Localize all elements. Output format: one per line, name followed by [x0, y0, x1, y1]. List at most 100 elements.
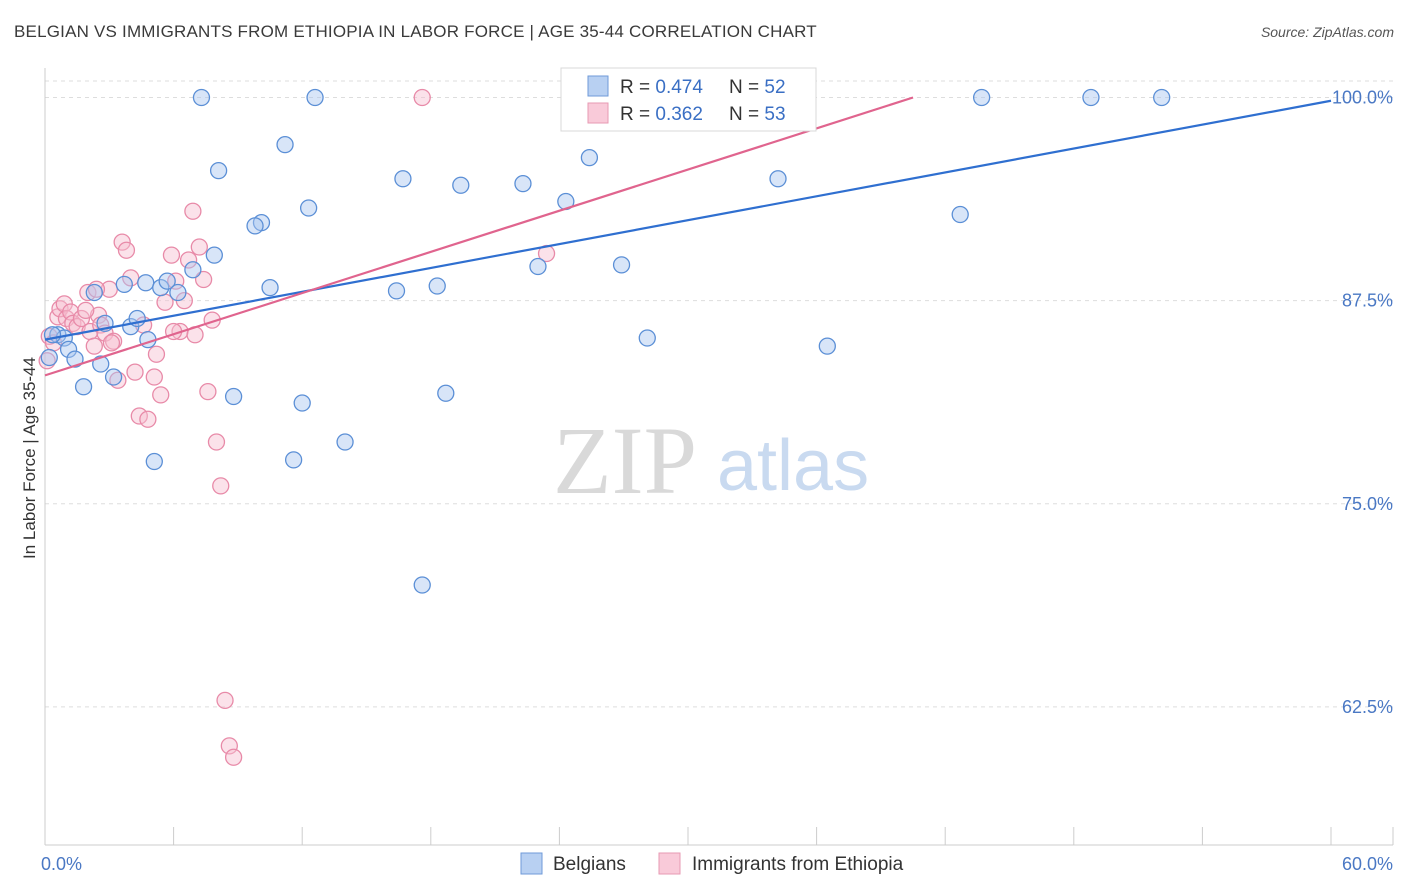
bottom-legend-swatch-belgians — [520, 852, 543, 875]
ethiopia-point-50 — [102, 334, 121, 352]
belgians-point-17 — [158, 272, 176, 290]
belgians-point-48 — [972, 88, 991, 107]
ethiopia-point-37 — [190, 238, 208, 256]
trend-lines — [44, 96, 1332, 377]
series-belgians — [40, 88, 1171, 594]
y-tick-label-0: 62.5% — [1342, 697, 1393, 717]
legend-r-label-pink: R = 0.362 — [620, 104, 703, 125]
bottom-legend-swatch-ethiopia — [658, 852, 681, 875]
ethiopia-point-42 — [212, 477, 230, 495]
belgians-point-50 — [1153, 88, 1171, 107]
ethiopia-point-39 — [199, 382, 217, 401]
belgians-point-44 — [638, 329, 656, 347]
belgians-point-3 — [59, 340, 78, 359]
legend-n-value-blue: 52 — [764, 77, 785, 98]
belgians-point-46 — [818, 337, 836, 355]
ethiopia-point-43 — [216, 691, 234, 710]
belgians-point-20 — [192, 88, 211, 107]
belgians-point-32 — [306, 88, 324, 107]
ethiopia-point-48 — [77, 301, 95, 320]
belgians-point-35 — [413, 576, 431, 594]
source-label: Source: ZipAtlas.com — [1260, 24, 1394, 40]
series-legend: Belgians Immigrants from Ethiopia — [520, 852, 904, 875]
belgians-point-10 — [115, 275, 133, 294]
ethiopia-point-28 — [152, 386, 170, 404]
belgians-point-13 — [137, 274, 155, 292]
legend-r-label-blue: R = 0.474 — [620, 77, 703, 98]
ethiopia-point-23 — [126, 363, 144, 381]
legend-r-value-blue: 0.474 — [655, 77, 703, 98]
belgians-point-37 — [437, 384, 455, 402]
ethiopia-point-26 — [145, 368, 163, 386]
belgians-point-28 — [284, 451, 303, 469]
ethiopia-point-21 — [117, 241, 136, 259]
belgians-point-49 — [1082, 88, 1100, 107]
belgians-point-26 — [261, 278, 279, 297]
x-tick-label-0: 0.0% — [41, 854, 82, 874]
belgians-point-38 — [452, 176, 470, 194]
ethiopia-point-10 — [72, 309, 91, 328]
ethiopia-point-41 — [207, 433, 226, 451]
chart-title: BELGIAN VS IMMIGRANTS FROM ETHIOPIA IN L… — [14, 22, 817, 41]
y-tick-label-3: 100.0% — [1332, 88, 1393, 108]
ethiopia-point-27 — [147, 345, 166, 363]
ethiopia-point-13 — [85, 337, 103, 355]
legend-n-label-blue: N = 52 — [729, 77, 786, 98]
ethiopia-point-45 — [224, 748, 243, 766]
trend-line-ethiopia — [44, 96, 914, 377]
belgians-point-0 — [40, 348, 58, 367]
y-tick-label-2: 87.5% — [1342, 291, 1393, 311]
belgians-point-6 — [85, 283, 103, 302]
belgians-point-36 — [428, 277, 446, 295]
belgians-point-43 — [612, 256, 631, 274]
grid-lines — [45, 80, 1393, 708]
belgians-point-42 — [580, 148, 599, 167]
legend-swatch-blue — [587, 75, 609, 97]
belgians-point-30 — [299, 199, 318, 217]
ethiopia-point-34 — [179, 251, 198, 269]
trend-line-belgians — [44, 99, 1332, 341]
belgians-point-7 — [92, 355, 110, 373]
ethiopia-point-30 — [162, 246, 181, 264]
watermark-zip: ZIP — [553, 407, 697, 514]
belgians-point-31 — [336, 433, 354, 451]
belgians-point-29 — [293, 394, 311, 412]
belgians-point-21 — [205, 246, 223, 264]
y-tick-labels: 62.5% 75.0% 87.5% 100.0% — [1332, 88, 1393, 717]
ethiopia-point-46 — [413, 88, 431, 107]
ethiopia-point-38 — [194, 270, 213, 289]
belgians-point-27 — [276, 135, 294, 154]
belgians-point-39 — [514, 174, 532, 193]
belgians-point-19 — [184, 261, 202, 279]
x-tick-label-1: 60.0% — [1342, 854, 1393, 874]
x-tick-labels: 0.0% 60.0% — [41, 854, 1393, 874]
legend-n-value-pink: 53 — [764, 104, 785, 125]
legend-n-label-pink: N = 53 — [729, 104, 786, 125]
ethiopia-point-20 — [113, 233, 131, 251]
correlation-legend: R = 0.474 N = 52 R = 0.362 N = 53 — [560, 67, 817, 132]
legend-r-value-pink: 0.362 — [655, 104, 703, 125]
bottom-legend-label-belgians: Belgians — [553, 854, 626, 875]
belgians-point-18 — [169, 283, 187, 302]
bottom-legend-label-ethiopia: Immigrants from Ethiopia — [692, 854, 904, 875]
belgians-point-4 — [66, 350, 84, 368]
belgians-point-22 — [209, 161, 228, 180]
belgians-point-9 — [104, 368, 123, 386]
y-tick-label-1: 75.0% — [1342, 494, 1393, 514]
belgians-point-15 — [145, 452, 163, 471]
axes — [44, 68, 1394, 846]
belgians-point-40 — [529, 257, 547, 276]
belgians-point-47 — [951, 205, 969, 224]
watermark-atlas: atlas — [717, 426, 869, 506]
belgians-point-34 — [394, 170, 412, 188]
belgians-point-16 — [152, 278, 170, 297]
belgians-point-24 — [224, 387, 243, 406]
ethiopia-point-35 — [184, 202, 202, 220]
series-immigrants-from-ethiopia — [38, 88, 556, 766]
belgians-point-25 — [246, 217, 264, 235]
legend-swatch-pink — [587, 102, 609, 124]
ethiopia-point-25 — [139, 410, 157, 428]
belgians-point-45 — [769, 170, 787, 188]
watermark: ZIP atlas — [553, 407, 869, 514]
